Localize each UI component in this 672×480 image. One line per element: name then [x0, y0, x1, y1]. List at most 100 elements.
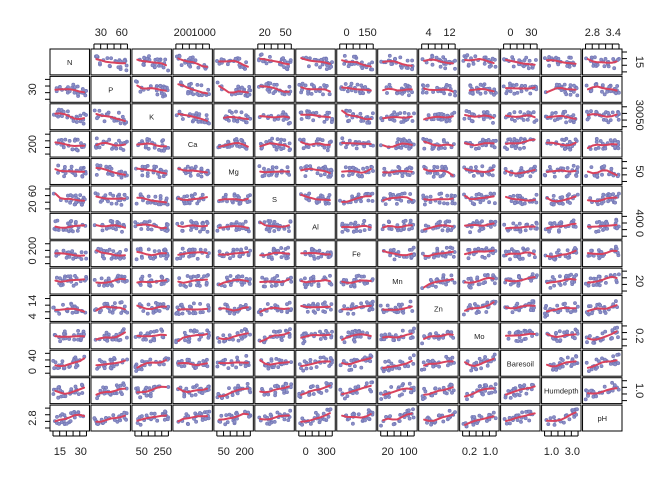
- data-point: [56, 170, 60, 175]
- data-point: [571, 113, 576, 118]
- data-point: [186, 422, 191, 427]
- data-point: [118, 337, 123, 342]
- data-point: [78, 193, 83, 198]
- data-point: [224, 413, 229, 418]
- panel-n-vs-s: [254, 48, 295, 76]
- data-point: [283, 253, 288, 258]
- data-point: [594, 174, 599, 179]
- data-point: [365, 120, 370, 125]
- panel-al-vs-mo: [459, 212, 500, 240]
- smoother-line: [218, 225, 249, 229]
- data-point: [509, 199, 514, 204]
- data-point: [221, 333, 226, 338]
- data-point: [60, 359, 65, 364]
- data-point: [301, 341, 306, 346]
- data-point: [518, 146, 522, 151]
- data-point: [473, 54, 478, 59]
- data-point: [238, 222, 242, 227]
- data-point: [314, 110, 319, 115]
- panel-al-vs-ph: [582, 212, 623, 240]
- data-point: [274, 165, 279, 170]
- data-point: [69, 302, 74, 307]
- data-point: [244, 146, 249, 151]
- data-point: [562, 82, 567, 87]
- data-point: [146, 146, 151, 151]
- panel-humdepth-vs-ca: [172, 377, 213, 405]
- smoother-line: [423, 197, 454, 201]
- data-point: [102, 366, 107, 371]
- data-point: [615, 226, 620, 231]
- data-point: [287, 229, 291, 234]
- data-point: [305, 309, 310, 314]
- data-point: [350, 194, 355, 199]
- data-point: [287, 148, 292, 153]
- data-point: [352, 283, 357, 287]
- smoother-line: [54, 88, 86, 94]
- panel-zn-vs-mg: [213, 295, 254, 322]
- data-point: [288, 121, 292, 125]
- panel-baresoil-vs-n: [49, 349, 90, 377]
- data-point: [230, 393, 235, 398]
- data-point: [365, 165, 370, 170]
- smoother-line: [464, 114, 495, 119]
- data-point: [97, 145, 102, 150]
- data-point: [165, 417, 170, 422]
- data-point: [285, 302, 289, 307]
- data-point: [309, 282, 314, 287]
- data-point: [511, 64, 516, 69]
- panel-fe-vs-fe: Fe: [336, 240, 377, 268]
- data-point: [284, 381, 289, 386]
- panel-k-vs-humdepth: [541, 103, 582, 131]
- data-point: [379, 397, 384, 401]
- panel-frame: [541, 48, 582, 76]
- data-point: [270, 277, 275, 282]
- smoother-line: [300, 279, 331, 284]
- data-point: [315, 302, 320, 307]
- data-point: [219, 57, 224, 62]
- data-point: [225, 420, 230, 425]
- data-point: [399, 120, 404, 125]
- data-point: [185, 357, 190, 362]
- data-point: [215, 364, 220, 369]
- data-point: [110, 173, 115, 178]
- data-point: [145, 174, 150, 178]
- data-point: [235, 391, 240, 396]
- data-point: [353, 220, 358, 225]
- panel-p-vs-zn: [418, 75, 459, 103]
- data-point: [84, 113, 88, 117]
- data-point: [287, 141, 292, 146]
- data-point: [226, 139, 230, 144]
- data-point: [558, 338, 563, 343]
- data-point: [279, 309, 284, 314]
- data-point: [568, 147, 573, 152]
- panel-fe-vs-mn: [377, 240, 418, 268]
- data-point: [471, 62, 476, 66]
- panel-s-vs-zn: [418, 185, 459, 213]
- data-point: [286, 245, 291, 250]
- data-point: [613, 144, 618, 149]
- data-point: [74, 219, 78, 224]
- panel-p-vs-fe: [336, 75, 377, 103]
- panel-frame: [336, 103, 377, 131]
- data-point: [526, 110, 531, 115]
- data-point: [451, 254, 456, 259]
- data-point: [124, 248, 128, 252]
- data-point: [612, 272, 617, 277]
- panel-baresoil-vs-mo: [459, 349, 500, 377]
- data-point: [407, 416, 412, 421]
- data-point: [322, 120, 327, 124]
- data-point: [118, 249, 123, 254]
- data-point: [260, 275, 265, 280]
- panel-p-vs-ph: [582, 75, 623, 103]
- data-point: [264, 277, 269, 282]
- panel-mn-vs-fe: [336, 267, 377, 295]
- data-point: [198, 310, 203, 315]
- panel-ca-vs-fe: [336, 130, 377, 158]
- data-point: [437, 413, 442, 418]
- data-point: [443, 57, 448, 62]
- variable-label-n: N: [67, 58, 72, 67]
- panel-frame: [459, 48, 500, 76]
- smoother-line: [464, 58, 495, 65]
- data-point: [73, 171, 77, 176]
- data-point: [561, 201, 565, 206]
